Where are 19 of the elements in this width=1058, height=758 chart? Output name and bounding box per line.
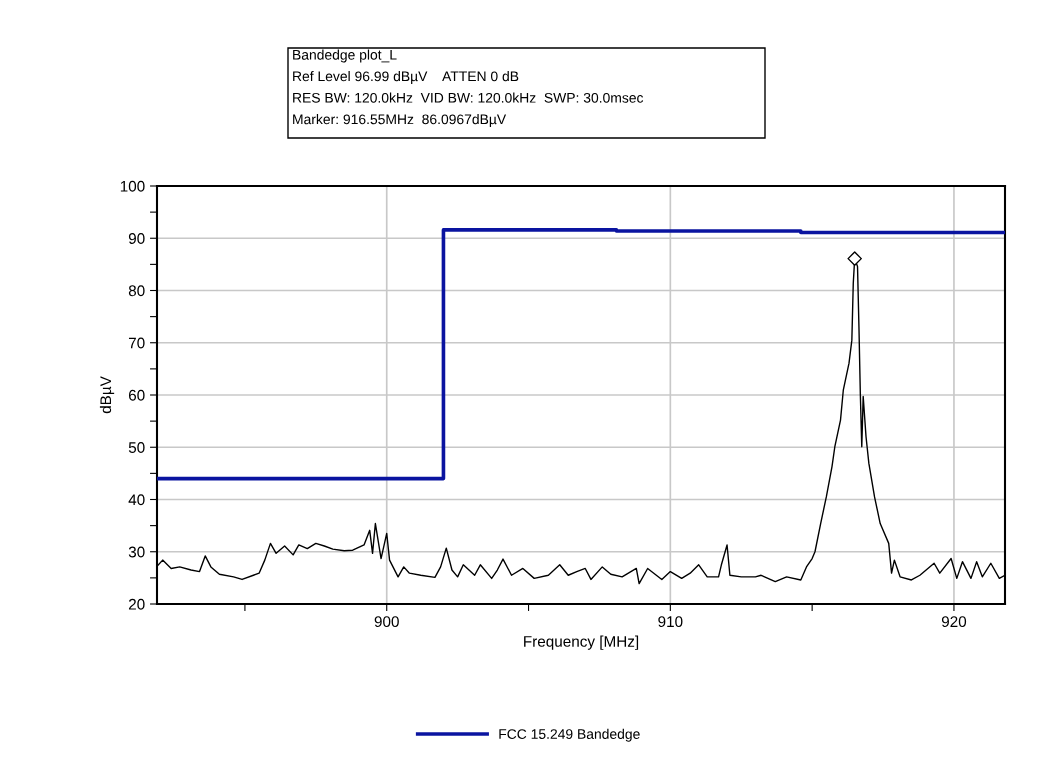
text: Ref Level 96.99 dBµV ATTEN 0 dB: [293, 71, 519, 84]
text: Bandedge plot_L: [293, 49, 397, 63]
y-tick-label: 20: [128, 598, 145, 610]
y-tick-label: 50: [128, 442, 145, 453]
y-tick-label: 90: [128, 233, 145, 244]
y-tick-label: 80: [128, 285, 145, 297]
y-tick-label: 30: [128, 546, 145, 558]
x-tick-label: 900: [374, 616, 399, 628]
x-tick-label: 920: [941, 616, 967, 628]
y-tick-label: 60: [128, 389, 145, 401]
text: Marker: 916.55MHz 86.0967dBµV: [293, 114, 507, 127]
y-tick-label: 40: [128, 494, 145, 506]
x-tick-label: 910: [658, 616, 683, 628]
y-axis-title: dBµV: [99, 376, 115, 414]
legend-label: FCC 15.249 Bandedge: [499, 728, 640, 742]
y-tick-label: 70: [128, 337, 145, 349]
x-axis-title: Frequency [MHz]: [524, 635, 639, 650]
y-tick-label: 100: [120, 180, 145, 192]
text: RES BW: 120.0kHz VID BW: 120.0kHz SWP: 30.0msec: [293, 92, 644, 103]
